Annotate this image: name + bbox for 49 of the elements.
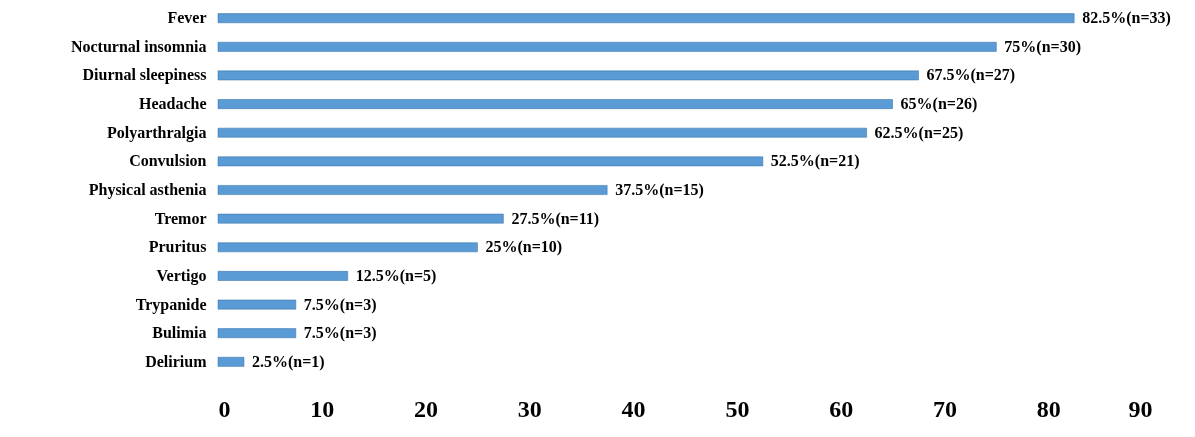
x-tick-label: 10: [310, 395, 335, 422]
x-tick-label: 0: [218, 395, 231, 422]
bar: [217, 356, 245, 367]
y-tick-label: Physical asthenia: [88, 181, 207, 199]
x-tick-label: 20: [414, 395, 439, 422]
data-label: 25%(n=10): [485, 238, 563, 257]
x-tick-label: 80: [1036, 395, 1061, 422]
bar: [217, 185, 608, 195]
bar: [217, 70, 919, 81]
y-tick-label: Trypanide: [135, 295, 207, 314]
y-tick-label: Tremor: [154, 209, 207, 227]
y-tick-label: Polyarthralgia: [106, 123, 207, 142]
y-tick-label: Bulimia: [152, 324, 207, 342]
y-tick-label: Vertigo: [156, 266, 207, 285]
bar: [217, 242, 478, 253]
data-label: 62.5%(n=25): [874, 123, 964, 142]
y-tick-label: Nocturnal insomnia: [70, 37, 207, 55]
x-tick-label: 50: [725, 395, 750, 422]
data-label: 12.5%(n=5): [355, 266, 437, 285]
y-tick-label: Fever: [167, 9, 207, 27]
bar: [217, 328, 297, 339]
x-tick-label: 60: [829, 395, 854, 422]
y-tick-label: Pruritus: [148, 238, 207, 256]
bar: [217, 13, 1075, 24]
data-label: 52.5%(n=21): [770, 152, 860, 171]
bar: [217, 213, 504, 224]
bar: [217, 99, 893, 109]
data-label: 82.5%(n=33): [1082, 9, 1171, 28]
data-label: 27.5%(n=11): [511, 209, 600, 228]
bar: [217, 127, 867, 138]
data-label: 7.5%(n=3): [303, 295, 377, 314]
data-label: 75%(n=30): [1004, 37, 1082, 56]
y-tick-label: Convulsion: [129, 152, 207, 170]
data-label: 37.5%(n=15): [615, 181, 704, 199]
data-label: 65%(n=26): [900, 95, 978, 114]
x-tick-label: 90: [1128, 395, 1153, 422]
x-tick-label: 40: [621, 395, 646, 422]
x-tick-label: 70: [932, 395, 957, 422]
bar: [217, 41, 997, 52]
y-tick-label: Delirium: [145, 352, 208, 370]
data-label: 7.5%(n=3): [303, 324, 377, 343]
x-tick-label: 30: [517, 395, 542, 422]
y-tick-label: Diurnal sleepiness: [82, 66, 207, 85]
y-tick-label: Headache: [138, 95, 207, 113]
bar: [217, 156, 764, 167]
data-label: 2.5%(n=1): [251, 352, 325, 371]
bar: [217, 271, 348, 281]
data-label: 67.5%(n=27): [926, 66, 1016, 85]
bar: [217, 299, 297, 310]
